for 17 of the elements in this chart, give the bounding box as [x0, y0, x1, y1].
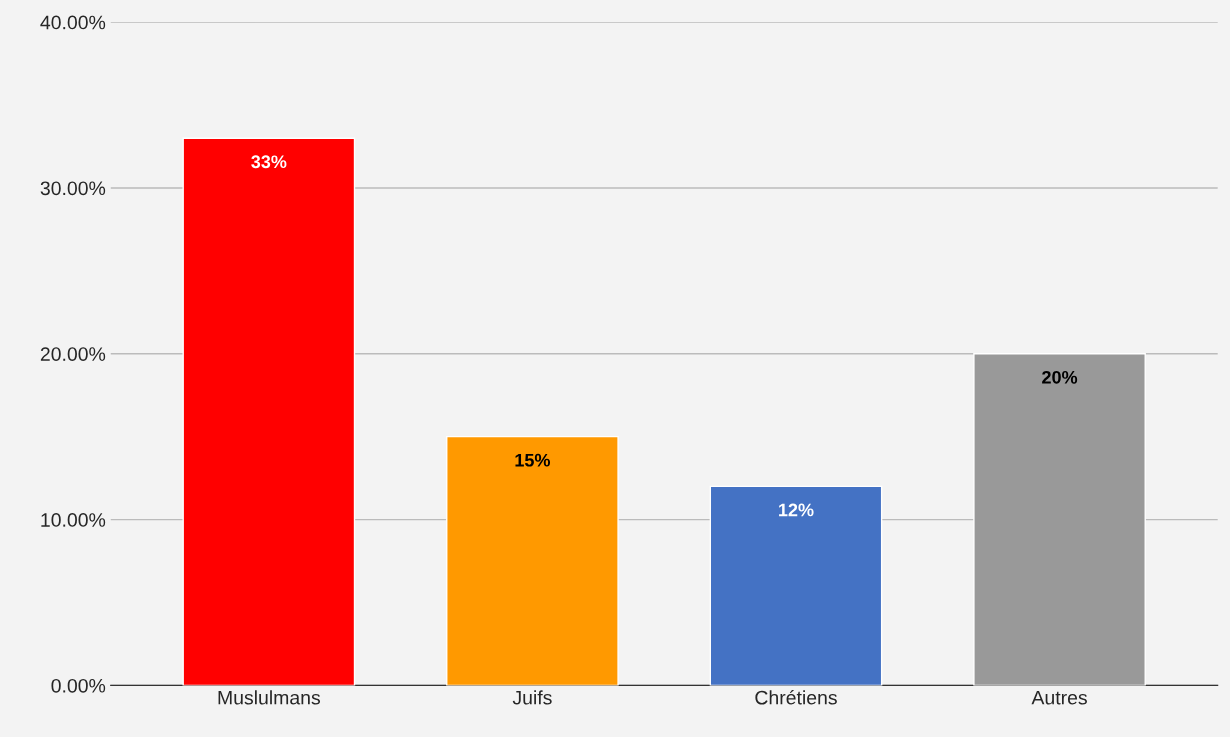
data-label: 15% — [515, 453, 551, 467]
y-tick-label: 10.00% — [41, 513, 106, 527]
data-label: 12% — [779, 503, 814, 517]
x-tick-label: Chrétiens — [755, 690, 837, 705]
y-tick-label: 40.00% — [40, 15, 106, 30]
data-label: 20% — [1042, 370, 1078, 384]
x-tick-label: Muslulmans — [218, 690, 321, 705]
data-label: 33% — [251, 155, 287, 169]
y-tick-label: 30.00% — [40, 181, 106, 196]
y-tick-label: 0.00% — [51, 678, 106, 693]
bar — [446, 435, 619, 686]
bar — [709, 485, 883, 686]
bar — [182, 137, 356, 686]
x-tick-label: Juifs — [512, 690, 552, 705]
bar — [973, 353, 1146, 686]
x-tick-label: Autres — [1031, 690, 1087, 705]
y-tick-label: 20.00% — [40, 347, 106, 361]
